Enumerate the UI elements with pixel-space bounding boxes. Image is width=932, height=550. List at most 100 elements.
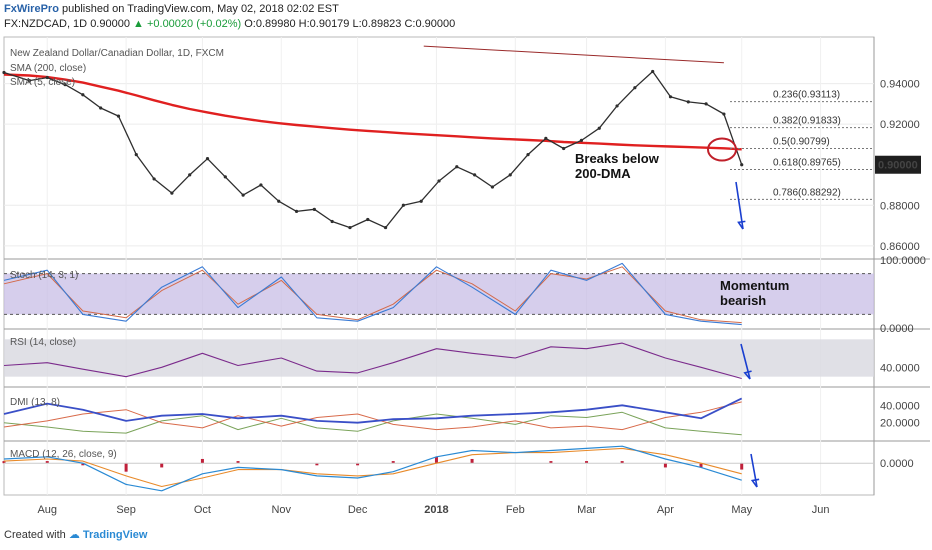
- price-point: [401, 203, 405, 207]
- price-point: [330, 219, 334, 224]
- price-point: [615, 104, 619, 108]
- price-point: [99, 106, 103, 110]
- high-value: H:0.90179: [298, 18, 350, 30]
- price-point: [188, 173, 192, 177]
- price-point: [490, 185, 495, 189]
- up-triangle-icon: ▲: [133, 18, 144, 30]
- down-arrow-macd: [750, 453, 758, 488]
- resistance-trendline: [423, 45, 724, 64]
- fib-level-label: 0.5(0.90799): [773, 137, 830, 148]
- dmi-minus-line: [3, 401, 742, 431]
- price-point: [116, 114, 121, 118]
- macd-y-tick-label: 0.0000: [880, 458, 914, 470]
- y-tick-label: 0.86000: [880, 241, 920, 253]
- price-point: [27, 78, 32, 83]
- price-point: [223, 175, 227, 179]
- price-point: [348, 225, 352, 230]
- dmi-plus-line: [3, 411, 742, 436]
- dmi-adx-line: [3, 397, 743, 424]
- chart-svg[interactable]: 0.94000 0.92000 0.88000 0.86000 0.236(0.9311…: [0, 33, 932, 523]
- breakdown-annotation: Breaks below: [575, 151, 660, 166]
- dmi-y-tick-label: 40.0000: [880, 400, 920, 412]
- x-tick-label: Nov: [271, 504, 291, 516]
- breakdown-annotation: 200-DMA: [575, 166, 631, 181]
- open-value: O:0.89980: [244, 18, 296, 30]
- last-price: 0.90000: [90, 18, 130, 30]
- rsi-pane-title: RSI (14, close): [10, 337, 76, 348]
- footer: Created with ☁ TradingView: [4, 528, 147, 541]
- low-value: L:0.89823: [352, 18, 402, 30]
- fib-level-label: 0.382(0.91833): [773, 116, 841, 127]
- price-point: [722, 112, 726, 116]
- down-arrow-rsi: [740, 343, 751, 380]
- stoch-band: [4, 273, 874, 315]
- price-point: [2, 70, 6, 75]
- price-point: [704, 102, 708, 106]
- price-change: +0.00020 (+0.02%): [146, 18, 242, 30]
- price-point: [45, 75, 49, 80]
- price-point: [63, 83, 67, 87]
- fib-level-label: 0.618(0.89765): [773, 157, 841, 168]
- stoch-y-tick-label: 0.0000: [880, 323, 914, 335]
- price-point: [740, 163, 744, 167]
- rsi-line: [3, 342, 742, 380]
- published-text: published on TradingView.com, May 02, 20…: [61, 3, 339, 15]
- price-point: [294, 209, 299, 213]
- price-point: [686, 100, 690, 104]
- price-point: [597, 126, 601, 130]
- rsi-y-tick-label: 40.0000: [880, 362, 920, 374]
- price-point: [544, 136, 548, 140]
- price-point: [366, 217, 370, 222]
- fib-level-label: 0.236(0.93113): [773, 90, 840, 101]
- price-point: [473, 173, 477, 177]
- stoch-pane-title: Stoch (14, 3, 1): [10, 270, 78, 281]
- x-tick-label: Aug: [37, 504, 57, 516]
- price-point: [526, 152, 530, 157]
- x-tick-label: Dec: [348, 504, 368, 516]
- price-point: [152, 177, 156, 181]
- stoch-k-line: [3, 262, 742, 326]
- x-tick-label: Mar: [577, 504, 596, 516]
- created-with-text: Created with: [4, 529, 66, 541]
- price-point: [508, 173, 512, 177]
- price-point: [312, 207, 316, 211]
- sma5-legend: SMA (5, close): [10, 77, 75, 88]
- macd-pane-title: MACD (12, 26, close, 9): [10, 449, 117, 460]
- x-tick-label: Oct: [194, 504, 211, 516]
- last-price-box: [875, 155, 921, 174]
- publish-info: FxWirePro published on TradingView.com, …: [4, 3, 339, 15]
- price-point: [241, 193, 245, 197]
- x-tick-label: Feb: [506, 504, 525, 516]
- y-tick-label: 0.94000: [880, 79, 920, 91]
- y-tick-label: 0.88000: [880, 200, 920, 212]
- sma200-legend: SMA (200, close): [10, 63, 86, 74]
- tradingview-brand[interactable]: TradingView: [82, 529, 148, 541]
- price-pane-title: New Zealand Dollar/Canadian Dollar, 1D, …: [10, 48, 224, 59]
- price-point: [383, 225, 388, 230]
- rsi-band: [4, 339, 874, 377]
- price-point: [81, 93, 85, 97]
- close-value: C:0.90000: [404, 18, 456, 30]
- stoch-y-tick-label: 100.0000: [880, 255, 926, 267]
- price-line: [3, 70, 743, 229]
- price-point: [579, 138, 584, 143]
- x-tick-label: 2018: [424, 504, 448, 516]
- price-point: [562, 146, 566, 151]
- down-arrow-rsi-head: [743, 370, 752, 380]
- dmi-pane-title: DMI (13, 8): [10, 397, 60, 408]
- price-point: [259, 183, 263, 187]
- symbol-label: FX:NZDCAD, 1D: [4, 18, 88, 30]
- price-point: [419, 199, 423, 203]
- price-point: [205, 157, 210, 161]
- price-point: [170, 191, 174, 195]
- price-point: [668, 95, 673, 99]
- price-point: [277, 199, 281, 203]
- momentum-annotation: bearish: [720, 293, 766, 308]
- publisher-name[interactable]: FxWirePro: [4, 3, 59, 15]
- fib-level-label: 0.786(0.88292): [773, 187, 841, 198]
- x-tick-label: Apr: [657, 504, 674, 516]
- y-tick-label: 0.92000: [880, 119, 920, 131]
- price-point: [437, 179, 441, 183]
- symbol-info: FX:NZDCAD, 1D 0.90000 ▲ +0.00020 (+0.02%…: [4, 18, 455, 30]
